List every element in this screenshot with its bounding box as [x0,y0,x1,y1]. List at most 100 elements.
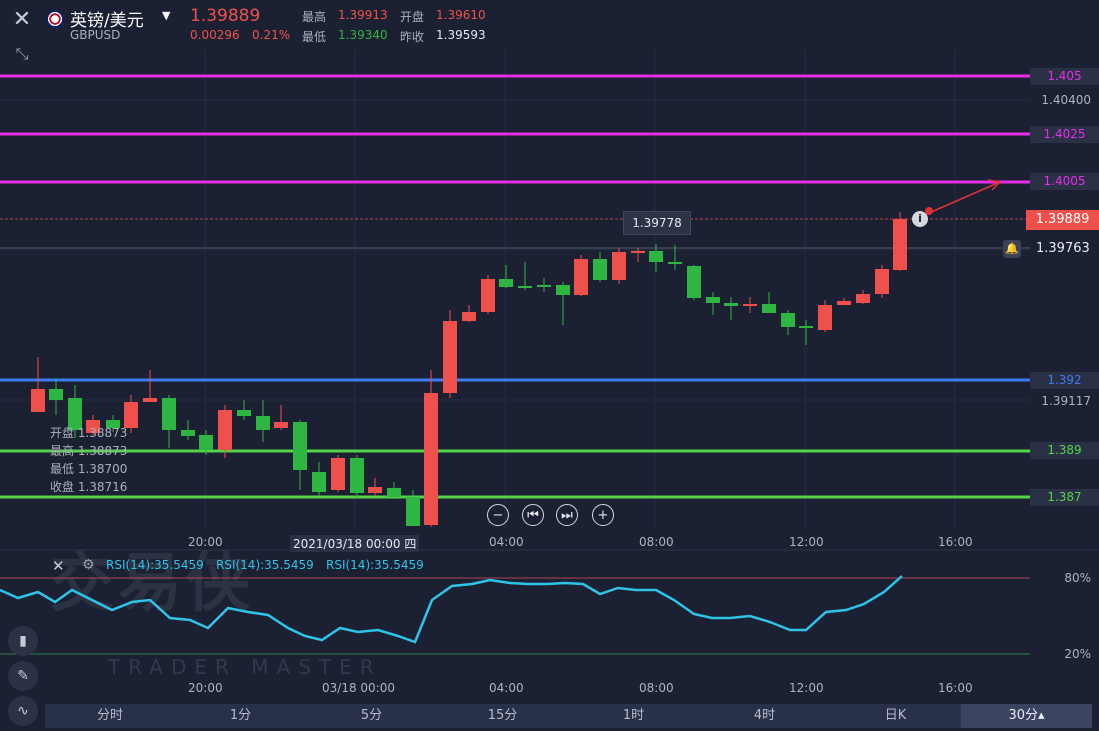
indicator-icon[interactable]: ∿ [8,696,38,726]
candle-body [31,389,45,412]
time-label: 16:00 [938,535,973,549]
candle-body [668,262,682,264]
level-tag[interactable]: 1.392 [1030,372,1099,389]
open-value: 1.39610 [436,8,486,22]
level-tag[interactable]: 1.4025 [1030,126,1099,143]
prev-close-label: 昨收 [400,30,425,44]
timeframe-tick[interactable]: 分时 [96,708,123,723]
rsi-time-label: 08:00 [639,681,674,695]
prev-close-value: 1.39593 [436,28,486,42]
rsi-time-label: 20:00 [188,681,223,695]
timeframe-bar: 分时 1分 5分 15分 1时 4时 日K 30分▴ [45,704,1092,728]
candle-body [687,266,701,298]
high-label: 最高 [302,10,327,24]
close-icon[interactable]: ✕ [12,7,32,32]
candle-body [818,305,832,330]
level-tag[interactable]: 1.387 [1030,489,1099,506]
candle-body [443,321,457,393]
scroll-end-button[interactable]: ⏭ [556,504,578,526]
current-price-tag: 1.39889 [1026,210,1099,230]
zoom-out-button[interactable]: − [487,504,509,526]
trend-arrow [921,181,1001,217]
bell-icon[interactable]: 🔔 [1003,240,1021,258]
time-label: 08:00 [639,535,674,549]
zoom-in-button[interactable]: + [592,504,614,526]
level-tag[interactable]: 1.4005 [1030,173,1099,190]
rsi-time-label: 04:00 [489,681,524,695]
timeframe-15m[interactable]: 15分 [487,708,518,723]
candle-body [781,313,795,327]
candle-body [724,303,738,306]
price-change: 0.00296 [190,28,240,42]
time-label: 20:00 [188,535,223,549]
price-change-percent: 0.21% [252,28,291,42]
time-label-crosshair: 2021/03/18 00:00 四 [290,535,420,552]
arrow-anchor-point [925,207,933,215]
rsi-time-label: 16:00 [938,681,973,695]
candle-body [49,389,63,400]
candle-body [331,458,345,490]
ohlc-close: 收盘 1.38716 [50,480,128,494]
candle-body [875,269,889,294]
candle-body [799,326,813,328]
candle-body [631,251,645,253]
candle-body [856,294,870,303]
symbol-name[interactable]: 英镑/美元 [70,11,144,31]
candle-body [68,398,82,430]
info-icon[interactable]: i [912,211,928,227]
level-tag[interactable]: 1.389 [1030,442,1099,459]
candle-body [762,304,776,313]
candle-body [86,420,100,433]
timeframe-daily[interactable]: 日K [884,708,907,723]
timeframe-1h[interactable]: 1时 [622,708,645,723]
watermark-text: 交易侠 [50,547,254,621]
candle-body [593,259,607,280]
candle-body [162,398,176,430]
low-label: 最低 [302,30,327,44]
symbol-code: GBPUSD [70,28,121,42]
candle-body [743,304,757,306]
candle-body [406,497,420,526]
candle-body [368,487,382,493]
timeframe-30m[interactable]: 30分▴ [961,704,1092,728]
settings-icon[interactable]: ⚙ [82,557,95,573]
candle-body [387,488,401,497]
candle-body [106,420,120,428]
scroll-start-button[interactable]: ⏮ [522,504,544,526]
rsi-label: RSI(14):35.5459 [216,558,314,572]
time-label: 04:00 [489,535,524,549]
candle-body [237,410,251,416]
rsi-upper-label: 80% [1064,571,1091,585]
crosshair-price-tag: 1.39778 [623,211,691,235]
timeframe-1m[interactable]: 1分 [229,708,252,723]
pencil-icon[interactable]: ✎ [8,661,38,691]
rsi-time-label: 12:00 [789,681,824,695]
ohlc-low: 最低 1.38700 [50,462,128,476]
rsi-label: RSI(14):35.5459 [326,558,424,572]
shrink-icon[interactable]: ⤡ [15,44,29,63]
candle-body [537,285,551,287]
price-tick: 1.40400 [1041,93,1091,107]
rsi-label: RSI(14):35.5459 [106,558,204,572]
rsi-line [0,575,903,644]
candle-type-icon[interactable]: ▮ [8,626,38,656]
candle-body [893,219,907,270]
candle-body [612,252,626,280]
timeframe-5m[interactable]: 5分 [360,708,383,723]
candle-body [143,398,157,402]
timeframe-4h[interactable]: 4时 [753,708,776,723]
ohlc-high: 最高 1.38873 [50,444,128,458]
level-tag[interactable]: 1.405 [1030,68,1099,85]
candle-body [218,410,232,450]
candle-body [199,435,213,450]
last-price: 1.39889 [190,6,261,26]
open-label: 开盘 [400,10,425,24]
candle-body [499,279,513,287]
watermark-subtext: TRADER MASTER [108,655,382,679]
high-value: 1.39913 [338,8,388,22]
candle-body [837,301,851,305]
chevron-down-icon[interactable]: ▼ [162,9,171,22]
candle-body [518,286,532,288]
close-indicator-icon[interactable]: ✕ [52,557,65,575]
